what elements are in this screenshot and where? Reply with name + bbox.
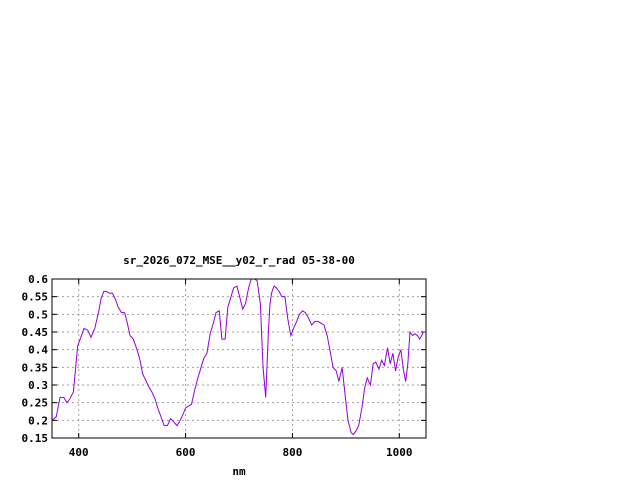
y-tick-label: 0.45 (22, 326, 49, 339)
y-tick-label: 0.55 (22, 291, 49, 304)
x-tick-label: 800 (282, 446, 302, 459)
x-tick-labels: 400 600 800 1000 (69, 446, 413, 459)
y-tick-label: 0.5 (28, 308, 48, 321)
series-line (51, 278, 426, 436)
y-tick-labels: 0.15 0.2 0.25 0.3 0.35 0.4 0.45 0.5 0.55 0.6 (22, 273, 49, 445)
y-tick-label: 0.15 (22, 432, 49, 445)
axis-ticks (52, 278, 426, 439)
y-tick-label: 0.4 (28, 344, 48, 357)
y-tick-label: 0.35 (22, 361, 49, 374)
x-tick-label: 600 (176, 446, 196, 459)
y-tick-label: 0.25 (22, 397, 49, 410)
y-tick-label: 0.6 (28, 273, 48, 286)
x-axis-label: nm (232, 465, 246, 478)
grid-lines (52, 279, 426, 438)
x-tick-label: 400 (69, 446, 89, 459)
x-tick-label: 1000 (386, 446, 413, 459)
chart-title: sr_2026_072_MSE__y02_r_rad 05-38-00 (123, 254, 355, 267)
y-tick-label: 0.3 (28, 379, 48, 392)
plot-frame (51, 278, 427, 439)
y-tick-label: 0.2 (28, 414, 48, 427)
series-layer (51, 278, 426, 436)
